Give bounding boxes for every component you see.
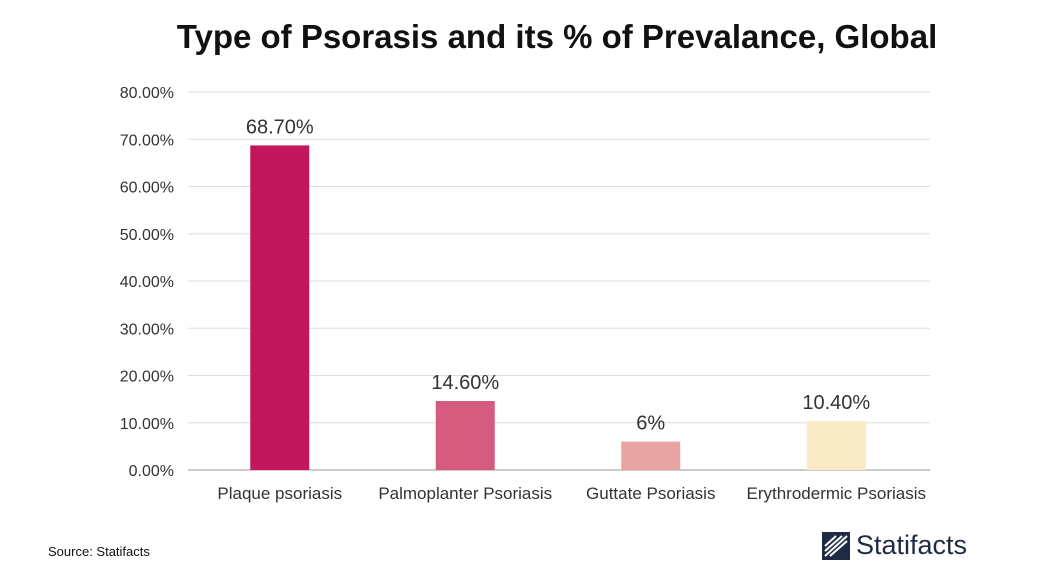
y-tick-label: 60.00% [120, 180, 174, 197]
brand-logo: Statifacts [822, 530, 967, 561]
data-label: 10.40% [802, 392, 870, 414]
source-note: Source: Statifacts [48, 544, 150, 559]
x-tick-label: Erythrodermic Psoriasis [747, 484, 927, 503]
data-label: 6% [636, 413, 665, 435]
bar [435, 401, 495, 470]
y-tick-label: 70.00% [120, 132, 174, 149]
y-tick-label: 80.00% [120, 85, 174, 102]
chart-title: Type of Psorasis and its % of Prevalance… [177, 18, 937, 55]
bar [250, 145, 310, 470]
data-label: 68.70% [246, 116, 314, 138]
y-tick-label: 20.00% [120, 369, 174, 386]
x-tick-label: Guttate Psoriasis [586, 484, 715, 503]
y-tick-label: 50.00% [120, 227, 174, 244]
data-label: 14.60% [431, 372, 499, 394]
x-tick-label: Plaque psoriasis [217, 484, 342, 503]
brand-name: Statifacts [856, 530, 968, 560]
bar [806, 420, 866, 470]
y-tick-label: 40.00% [120, 274, 174, 291]
x-axis-ticks: Plaque psoriasis Palmoplanter Psoriasis Gu… [217, 484, 926, 503]
y-tick-label: 0.00% [129, 463, 174, 480]
bars [250, 145, 866, 470]
y-tick-label: 10.00% [120, 416, 174, 433]
x-tick-label: Palmoplanter Psoriasis [378, 484, 552, 503]
gridlines [188, 91, 930, 471]
statifacts-logo-icon [822, 531, 850, 560]
y-axis-ticks: 0.00% 10.00% 20.00% 30.00% 40.00% 50.00% 60.00… [120, 85, 174, 480]
bar [621, 441, 681, 470]
y-tick-label: 30.00% [120, 321, 174, 338]
data-labels: 68.70% 14.60% 6% 10.40% [246, 116, 871, 434]
